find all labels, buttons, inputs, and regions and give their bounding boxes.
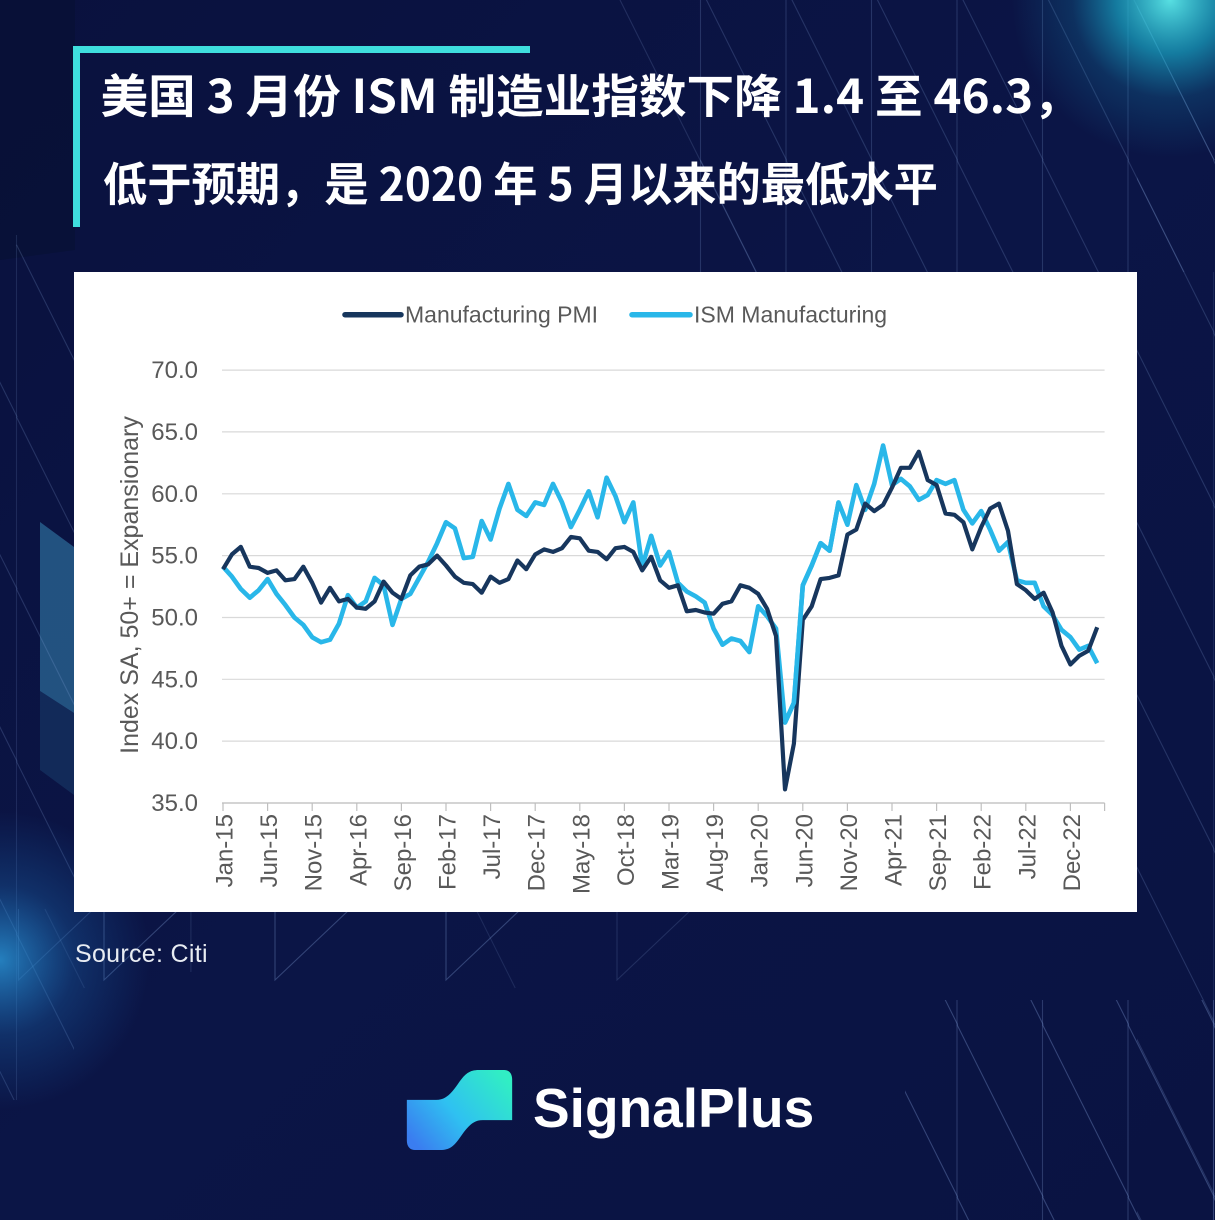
svg-text:Feb-17: Feb-17 bbox=[435, 814, 462, 890]
svg-text:Sep-21: Sep-21 bbox=[925, 814, 952, 891]
svg-text:60.0: 60.0 bbox=[151, 481, 198, 508]
svg-text:ISM Manufacturing: ISM Manufacturing bbox=[694, 302, 887, 328]
svg-text:Jun-15: Jun-15 bbox=[256, 814, 283, 887]
svg-text:Dec-17: Dec-17 bbox=[524, 814, 551, 891]
svg-text:Aug-19: Aug-19 bbox=[702, 814, 729, 891]
svg-text:45.0: 45.0 bbox=[151, 666, 198, 693]
svg-text:May-18: May-18 bbox=[568, 814, 595, 894]
svg-text:35.0: 35.0 bbox=[151, 790, 198, 817]
svg-text:Feb-22: Feb-22 bbox=[970, 814, 997, 890]
svg-text:Jul-22: Jul-22 bbox=[1014, 814, 1041, 879]
svg-text:Jun-20: Jun-20 bbox=[791, 814, 818, 887]
svg-text:Sep-16: Sep-16 bbox=[390, 814, 417, 891]
svg-text:Apr-21: Apr-21 bbox=[881, 814, 908, 886]
svg-text:40.0: 40.0 bbox=[151, 728, 198, 755]
svg-text:Jan-15: Jan-15 bbox=[212, 814, 239, 887]
svg-text:55.0: 55.0 bbox=[151, 543, 198, 570]
svg-text:Index SA, 50+ = Expansionary: Index SA, 50+ = Expansionary bbox=[116, 416, 144, 754]
svg-text:Jan-20: Jan-20 bbox=[747, 814, 774, 887]
svg-text:Nov-20: Nov-20 bbox=[836, 814, 863, 891]
svg-text:Nov-15: Nov-15 bbox=[301, 814, 328, 891]
svg-text:Oct-18: Oct-18 bbox=[613, 814, 640, 886]
svg-text:Manufacturing PMI: Manufacturing PMI bbox=[405, 302, 598, 328]
svg-text:65.0: 65.0 bbox=[151, 419, 198, 446]
svg-text:Apr-16: Apr-16 bbox=[345, 814, 372, 886]
svg-text:Jul-17: Jul-17 bbox=[479, 814, 506, 879]
svg-text:70.0: 70.0 bbox=[151, 357, 198, 384]
svg-text:50.0: 50.0 bbox=[151, 605, 198, 632]
svg-text:Dec-22: Dec-22 bbox=[1059, 814, 1086, 891]
svg-text:Mar-19: Mar-19 bbox=[658, 814, 685, 890]
